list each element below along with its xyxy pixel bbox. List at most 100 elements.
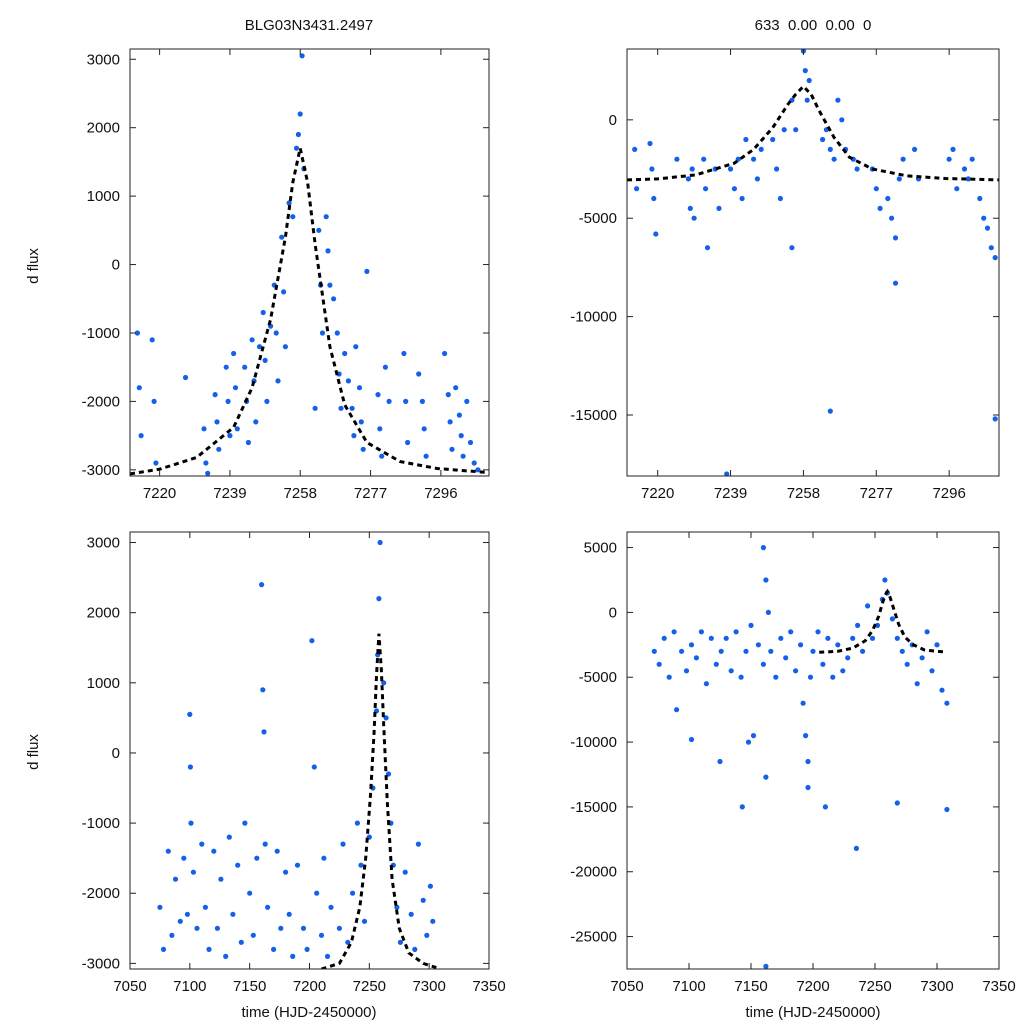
bottom-right-data-point <box>924 629 930 635</box>
top-left-data-point <box>353 344 359 350</box>
bottom-right-xtick-label: 7200 <box>796 978 829 995</box>
bottom-left-data-point <box>274 848 280 854</box>
bottom-left-data-point <box>427 883 433 889</box>
bottom-right-data-point <box>869 635 876 641</box>
top-right-data-point <box>789 245 795 251</box>
top-left-data-point <box>242 364 248 370</box>
top-right-data-point <box>889 215 895 221</box>
bottom-right-data-point <box>904 661 910 667</box>
top-left-data-point <box>342 350 348 357</box>
top-right-data-point <box>777 195 784 202</box>
bottom-left-ytick-label: 1000 <box>87 675 120 692</box>
bottom-left-data-point <box>286 911 292 917</box>
top-right-data-point <box>754 176 761 182</box>
bottom-right-data-point <box>894 800 900 806</box>
bottom-right-data-point <box>768 648 774 654</box>
bottom-left-data-point <box>424 932 430 938</box>
top-right-ytick-label: -10000 <box>570 309 617 326</box>
top-left-data-point <box>382 364 388 370</box>
bottom-right-data-point <box>944 806 950 813</box>
top-right-data-point <box>685 176 692 182</box>
bottom-left-data-point <box>235 862 241 868</box>
bottom-right-ytick-label: 0 <box>609 604 617 621</box>
top-right-data-point <box>716 205 722 211</box>
top-right-data-point <box>703 186 709 192</box>
top-left-xtick-label: 7258 <box>284 485 317 502</box>
bottom-left-data-point <box>278 925 284 931</box>
bottom-left-data-point <box>202 904 208 910</box>
top-left-data-point <box>449 446 455 452</box>
bottom-left-data-point <box>354 820 360 826</box>
top-left-data-point <box>475 467 481 473</box>
bottom-left-data-point <box>321 855 327 861</box>
top-left-data-point <box>262 357 268 363</box>
bottom-right-data-point <box>683 668 690 674</box>
top-left-xtick-label: 7277 <box>354 485 387 502</box>
bottom-left-data-point <box>408 911 414 917</box>
bottom-right-data-point <box>773 674 779 680</box>
bottom-right-data-point <box>899 648 905 654</box>
bottom-left-data-point <box>262 841 268 847</box>
top-right-data-point <box>649 166 655 172</box>
top-left-data-point <box>216 446 222 452</box>
top-left-data-point <box>356 385 363 391</box>
bottom-right-data-point <box>703 681 710 687</box>
bottom-right-data-point <box>688 736 695 743</box>
top-right-data-point <box>969 156 975 162</box>
bottom-right-data-point <box>939 687 945 693</box>
top-right-data-point <box>793 127 799 133</box>
top-left-data-point <box>334 330 340 336</box>
top-left-data-point <box>312 405 318 411</box>
top-left-data-point <box>456 412 462 418</box>
top-left-plot-area <box>130 53 489 476</box>
bottom-left-plot-area <box>157 539 437 969</box>
top-right-data-point <box>885 195 891 202</box>
bottom-right-data-point <box>822 804 829 810</box>
bottom-right-data-point <box>853 845 860 852</box>
bottom-left-data-point <box>230 911 236 917</box>
top-right-data-point <box>634 186 640 192</box>
bottom-left-data-point <box>420 897 426 903</box>
bottom-left-data-point <box>361 918 368 924</box>
top-right-data-point <box>900 156 906 162</box>
top-left-data-point <box>295 131 301 138</box>
top-left-data-point <box>299 53 305 59</box>
top-right-data-point <box>806 77 812 84</box>
top-left-data-point <box>182 374 189 381</box>
bottom-right-data-point <box>783 655 789 661</box>
top-left-data-point <box>405 439 411 446</box>
top-left-data-point <box>249 337 255 343</box>
top-left-data-point <box>212 392 218 398</box>
top-left-data-point <box>453 385 459 391</box>
bottom-right-ytick-label: 5000 <box>584 540 617 557</box>
bottom-left-data-point <box>254 855 260 861</box>
top-left-data-point <box>327 282 333 288</box>
bottom-left-data-point <box>415 841 421 847</box>
bottom-left-data-point <box>402 869 408 875</box>
top-left-data-point <box>423 453 429 459</box>
top-right-data-point <box>992 255 998 261</box>
bottom-left-xtick-label: 7250 <box>353 978 386 995</box>
top-left-data-point <box>149 337 155 343</box>
bottom-right-frame <box>626 531 1000 970</box>
bottom-left-data-point <box>261 729 267 735</box>
figure-title-right: 633 0.00 0.00 0 <box>755 17 872 34</box>
bottom-right-data-point <box>708 635 714 641</box>
bottom-left-data-point <box>157 904 163 910</box>
top-left-data-point <box>403 398 409 404</box>
top-left-data-point <box>227 433 233 439</box>
bottom-left-panel: 7050 7100 7150 7200 7250 7300 7350 -3000 -2000 -1… <box>82 531 506 995</box>
top-right-data-point <box>827 146 833 152</box>
top-left-data-point <box>421 426 427 432</box>
top-right-data-point <box>892 235 899 241</box>
bottom-left-data-point <box>336 925 342 931</box>
top-right-xtick-label: 7258 <box>787 485 820 502</box>
top-right-data-point <box>854 166 860 172</box>
bottom-left-data-point <box>211 848 217 854</box>
bottom-right-xtick-label: 7250 <box>858 978 891 995</box>
bottom-left-data-point <box>172 876 179 882</box>
top-left-data-point <box>375 392 381 398</box>
bottom-left-xtick-label: 7150 <box>233 978 266 995</box>
bottom-right-data-point <box>674 707 680 713</box>
